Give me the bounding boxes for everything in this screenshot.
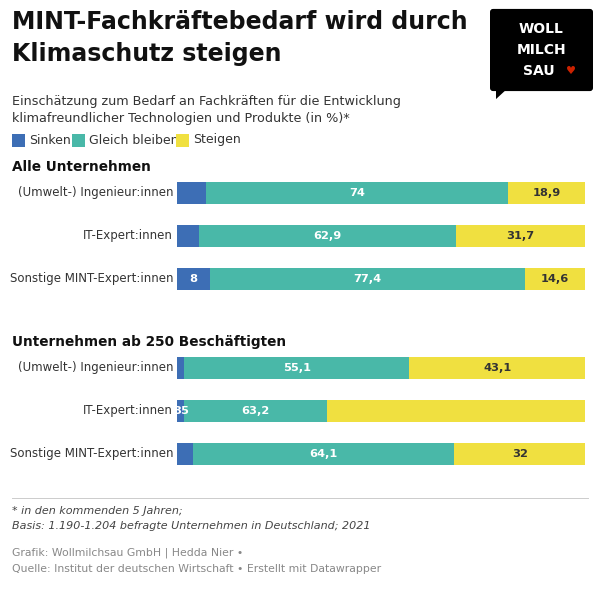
- FancyBboxPatch shape: [508, 182, 585, 204]
- FancyBboxPatch shape: [455, 225, 585, 247]
- Text: MINT-Fachkräftebedarf wird durch: MINT-Fachkräftebedarf wird durch: [12, 10, 467, 34]
- FancyBboxPatch shape: [206, 182, 508, 204]
- FancyBboxPatch shape: [177, 182, 206, 204]
- FancyBboxPatch shape: [454, 443, 585, 465]
- Text: SAU: SAU: [523, 64, 554, 78]
- Text: Alle Unternehmen: Alle Unternehmen: [12, 160, 151, 174]
- Text: (Umwelt-) Ingenieur:innen: (Umwelt-) Ingenieur:innen: [17, 187, 173, 200]
- FancyBboxPatch shape: [177, 400, 184, 422]
- Text: Gleich bleiben: Gleich bleiben: [89, 134, 179, 147]
- FancyBboxPatch shape: [184, 400, 327, 422]
- Text: 31,7: 31,7: [506, 231, 535, 241]
- Text: 64,1: 64,1: [310, 449, 338, 459]
- Text: 8: 8: [190, 274, 197, 284]
- FancyBboxPatch shape: [193, 443, 454, 465]
- FancyBboxPatch shape: [177, 225, 199, 247]
- Text: WOLL: WOLL: [519, 22, 564, 36]
- Text: ♥: ♥: [566, 67, 575, 76]
- FancyBboxPatch shape: [209, 268, 526, 290]
- FancyBboxPatch shape: [177, 443, 193, 465]
- Text: Unternehmen ab 250 Beschäftigten: Unternehmen ab 250 Beschäftigten: [12, 335, 286, 349]
- FancyBboxPatch shape: [526, 268, 585, 290]
- Text: Grafik: Wollmilchsau GmbH | Hedda Nier •
Quelle: Institut der deutschen Wirtscha: Grafik: Wollmilchsau GmbH | Hedda Nier •…: [12, 548, 381, 573]
- Text: 14,6: 14,6: [541, 274, 569, 284]
- Text: 55,1: 55,1: [283, 363, 311, 373]
- Text: 63,2: 63,2: [242, 406, 270, 416]
- FancyBboxPatch shape: [72, 134, 85, 147]
- Text: Sonstige MINT-Expert:innen: Sonstige MINT-Expert:innen: [10, 447, 173, 461]
- Text: klimafreundlicher Technologien und Produkte (in %)*: klimafreundlicher Technologien und Produ…: [12, 112, 350, 125]
- Polygon shape: [496, 88, 508, 99]
- Text: 77,4: 77,4: [353, 274, 382, 284]
- Text: Steigen: Steigen: [193, 134, 241, 147]
- FancyBboxPatch shape: [199, 225, 455, 247]
- Text: 32: 32: [512, 449, 527, 459]
- Text: 43,1: 43,1: [483, 363, 511, 373]
- FancyBboxPatch shape: [327, 400, 585, 422]
- Text: * in den kommenden 5 Jahren;
Basis: 1.190-1.204 befragte Unternehmen in Deutschl: * in den kommenden 5 Jahren; Basis: 1.19…: [12, 506, 371, 531]
- Text: 74: 74: [349, 188, 365, 198]
- Text: 18,9: 18,9: [532, 188, 560, 198]
- FancyBboxPatch shape: [490, 9, 593, 91]
- FancyBboxPatch shape: [184, 357, 409, 379]
- FancyBboxPatch shape: [177, 357, 184, 379]
- Text: 35: 35: [173, 406, 188, 416]
- Text: 62,9: 62,9: [313, 231, 341, 241]
- Text: IT-Expert:innen: IT-Expert:innen: [83, 405, 173, 418]
- FancyBboxPatch shape: [176, 134, 189, 147]
- FancyBboxPatch shape: [409, 357, 585, 379]
- FancyBboxPatch shape: [12, 134, 25, 147]
- Text: Sinken: Sinken: [29, 134, 71, 147]
- FancyBboxPatch shape: [177, 268, 209, 290]
- Text: IT-Expert:innen: IT-Expert:innen: [83, 230, 173, 243]
- Text: (Umwelt-) Ingenieur:innen: (Umwelt-) Ingenieur:innen: [17, 362, 173, 375]
- Text: MILCH: MILCH: [517, 43, 566, 57]
- Text: Klimaschutz steigen: Klimaschutz steigen: [12, 42, 281, 66]
- Text: Einschätzung zum Bedarf an Fachkräften für die Entwicklung: Einschätzung zum Bedarf an Fachkräften f…: [12, 95, 401, 108]
- Text: Sonstige MINT-Expert:innen: Sonstige MINT-Expert:innen: [10, 272, 173, 285]
